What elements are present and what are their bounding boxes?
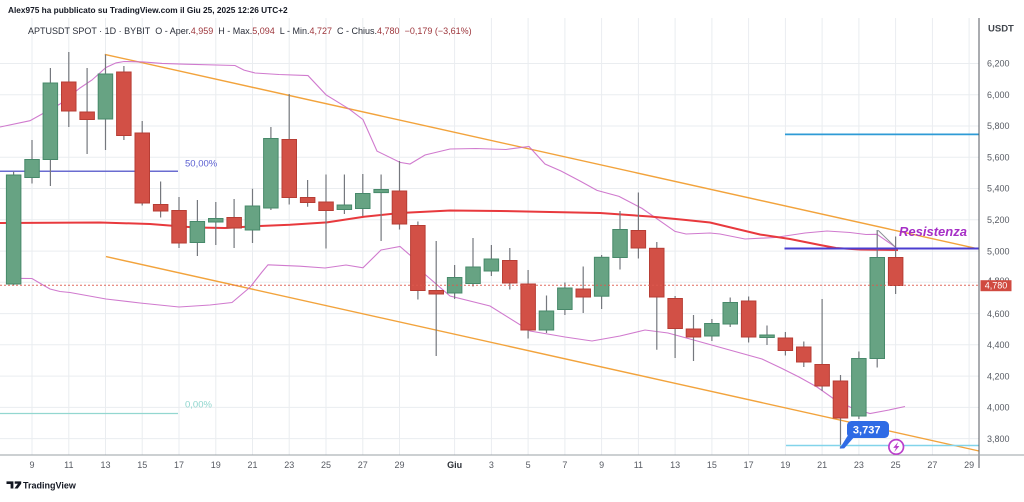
svg-text:13: 13 <box>100 460 110 470</box>
svg-text:7: 7 <box>562 460 567 470</box>
svg-text:17: 17 <box>174 460 184 470</box>
svg-text:15: 15 <box>707 460 717 470</box>
svg-text:5,000: 5,000 <box>987 246 1010 256</box>
svg-text:23: 23 <box>854 460 864 470</box>
svg-text:6,000: 6,000 <box>987 90 1010 100</box>
svg-text:4,780: 4,780 <box>985 281 1008 291</box>
svg-text:25: 25 <box>321 460 331 470</box>
svg-text:27: 27 <box>927 460 937 470</box>
svg-text:Giu: Giu <box>447 460 462 470</box>
svg-text:TradingView: TradingView <box>23 481 77 491</box>
svg-text:3: 3 <box>489 460 494 470</box>
svg-text:5: 5 <box>526 460 531 470</box>
svg-text:9: 9 <box>599 460 604 470</box>
svg-text:APTUSDT SPOT · 1D · BYBIT O -: APTUSDT SPOT · 1D · BYBIT O - Aper.4,959… <box>28 26 472 36</box>
svg-text:4,600: 4,600 <box>987 309 1010 319</box>
svg-text:5,400: 5,400 <box>987 184 1010 194</box>
svg-text:25: 25 <box>891 460 901 470</box>
svg-text:USDT: USDT <box>988 24 1014 35</box>
svg-text:19: 19 <box>211 460 221 470</box>
svg-text:9: 9 <box>29 460 34 470</box>
svg-text:6,200: 6,200 <box>987 59 1010 69</box>
svg-text:5,600: 5,600 <box>987 153 1010 163</box>
svg-text:50,00%: 50,00% <box>185 159 218 170</box>
svg-text:15: 15 <box>137 460 147 470</box>
svg-text:21: 21 <box>247 460 257 470</box>
svg-text:23: 23 <box>284 460 294 470</box>
svg-text:21: 21 <box>817 460 827 470</box>
svg-text:11: 11 <box>634 460 643 470</box>
svg-text:11: 11 <box>64 460 73 470</box>
svg-text:3,800: 3,800 <box>987 434 1010 444</box>
svg-text:13: 13 <box>670 460 680 470</box>
svg-text:5,800: 5,800 <box>987 121 1010 131</box>
svg-text:19: 19 <box>780 460 790 470</box>
svg-text:3,737: 3,737 <box>853 425 881 437</box>
svg-text:4,200: 4,200 <box>987 371 1010 381</box>
svg-text:Alex975 ha pubblicato su Tradi: Alex975 ha pubblicato su TradingView.com… <box>8 5 288 15</box>
svg-text:4,400: 4,400 <box>987 340 1010 350</box>
svg-text:17: 17 <box>744 460 754 470</box>
svg-text:29: 29 <box>394 460 404 470</box>
svg-text:Resistenza: Resistenza <box>899 224 967 239</box>
svg-text:27: 27 <box>358 460 368 470</box>
svg-text:0,00%: 0,00% <box>185 400 212 411</box>
svg-text:4,000: 4,000 <box>987 403 1010 413</box>
svg-text:5,200: 5,200 <box>987 215 1010 225</box>
svg-text:29: 29 <box>964 460 974 470</box>
